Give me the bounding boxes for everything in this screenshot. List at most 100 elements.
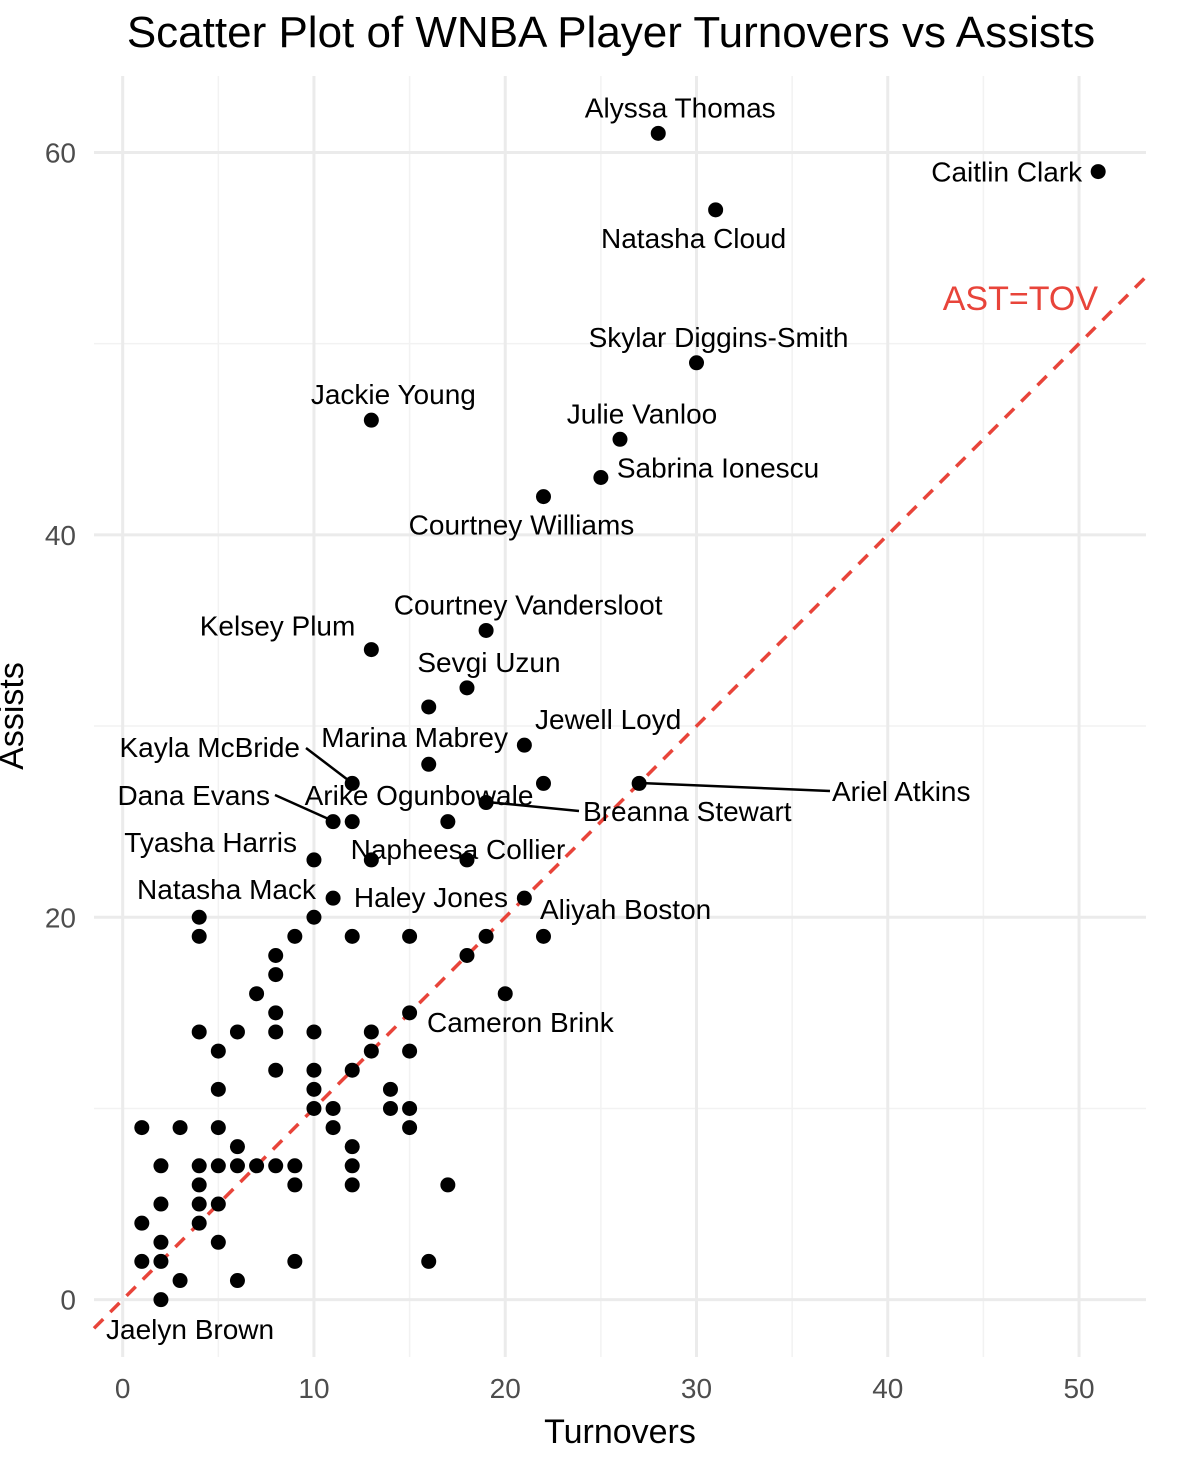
data-point-ariel-atkins [631, 775, 647, 791]
point-label-courtney-williams: Courtney Williams [409, 510, 635, 541]
point-label-sabrina-ionescu: Sabrina Ionescu [617, 453, 819, 484]
data-point-marina-mabrey [421, 756, 437, 772]
x-tick-label: 20 [490, 1373, 521, 1404]
point-label-haley-jones: Haley Jones [354, 882, 508, 913]
data-point [363, 1043, 379, 1059]
leader-lines [274, 747, 831, 823]
data-point [229, 1273, 245, 1289]
data-point [287, 1253, 303, 1269]
data-point [344, 1158, 360, 1174]
data-point-arike-ogunbowale [344, 814, 360, 830]
data-point [344, 928, 360, 944]
data-point-courtney-williams [535, 489, 551, 505]
data-point-dana-evans [325, 814, 341, 830]
data-point [402, 1120, 418, 1136]
grid-minor [94, 76, 1146, 1357]
data-point [191, 1196, 207, 1212]
data-point [306, 1081, 322, 1097]
data-point [191, 1024, 207, 1040]
data-point [287, 1177, 303, 1193]
data-point [344, 1139, 360, 1155]
data-point [210, 1234, 226, 1250]
x-tick-label: 50 [1063, 1373, 1094, 1404]
point-label-jackie-young: Jackie Young [311, 379, 476, 410]
reference-line-label: AST=TOV [943, 280, 1099, 318]
data-point [172, 1120, 188, 1136]
data-point-jaelyn-brown [153, 1292, 169, 1308]
data-point [268, 1024, 284, 1040]
data-point [229, 1158, 245, 1174]
point-label-sevgi-uzun: Sevgi Uzun [417, 647, 560, 678]
data-point [229, 1024, 245, 1040]
point-label-jaelyn-brown: Jaelyn Brown [106, 1314, 274, 1345]
reference-line [92, 275, 1148, 1330]
data-point-cameron-brink [402, 1005, 418, 1021]
data-point-alyssa-thomas [650, 125, 666, 141]
leader-line-kayla-mcbride [305, 747, 353, 784]
data-point [382, 1100, 398, 1116]
data-point [210, 1081, 226, 1097]
data-point-caitlin-clark [1090, 164, 1106, 180]
data-point [382, 1081, 398, 1097]
data-point [440, 1177, 456, 1193]
data-point [268, 1158, 284, 1174]
point-label-marina-mabrey: Marina Mabrey [321, 722, 508, 753]
grid-major [94, 76, 1146, 1357]
point-label-aliyah-boston: Aliyah Boston [540, 894, 711, 925]
point-label-natasha-mack: Natasha Mack [137, 874, 317, 905]
point-label-kayla-mcbride: Kayla McBride [119, 732, 300, 763]
point-labels: Alyssa Thomas Caitlin Clark Natasha Cloud S… [106, 92, 1083, 1345]
data-point [440, 814, 456, 830]
data-point [344, 1062, 360, 1078]
data-point [268, 1005, 284, 1021]
data-point [229, 1139, 245, 1155]
chart-title: Scatter Plot of WNBA Player Turnovers vs… [127, 8, 1095, 57]
x-tick-label: 40 [872, 1373, 903, 1404]
data-point [459, 947, 475, 963]
x-axis-title: Turnovers [544, 1413, 696, 1451]
data-point-natasha-cloud [708, 202, 724, 218]
data-point [325, 1120, 341, 1136]
point-label-napheesa-collier: Napheesa Collier [351, 834, 566, 865]
data-point [268, 967, 284, 983]
data-point-kelsey-plum [363, 642, 379, 658]
point-label-natasha-cloud: Natasha Cloud [601, 223, 786, 254]
data-point [191, 1215, 207, 1231]
data-point [535, 775, 551, 791]
data-point [249, 986, 265, 1002]
data-point-haley-jones [516, 890, 532, 906]
data-point [210, 1158, 226, 1174]
data-point [249, 1158, 265, 1174]
data-point [421, 1253, 437, 1269]
point-label-kelsey-plum: Kelsey Plum [200, 611, 356, 642]
y-axis-title: Assists [0, 662, 31, 770]
data-point-jewell-loyd [516, 737, 532, 753]
point-label-alyssa-thomas: Alyssa Thomas [585, 92, 776, 123]
data-point-napheesa-collier [459, 852, 475, 868]
data-point [134, 1120, 150, 1136]
point-label-cameron-brink: Cameron Brink [427, 1007, 615, 1038]
data-point-aliyah-boston [535, 928, 551, 944]
y-tick-label: 40 [45, 520, 76, 551]
point-label-jewell-loyd: Jewell Loyd [535, 704, 681, 735]
data-point [268, 1062, 284, 1078]
data-point-tyasha-harris [306, 852, 322, 868]
data-point [210, 1120, 226, 1136]
y-tick-label: 0 [60, 1285, 76, 1316]
data-point [287, 1158, 303, 1174]
data-point [478, 928, 494, 944]
point-label-julie-vanloo: Julie Vanloo [567, 398, 717, 429]
data-point [191, 909, 207, 925]
data-point [306, 1024, 322, 1040]
leader-line-dana-evans [274, 793, 334, 823]
data-point [325, 1100, 341, 1116]
data-point [134, 1215, 150, 1231]
data-point [402, 1100, 418, 1116]
data-point [402, 1043, 418, 1059]
data-point [191, 1158, 207, 1174]
data-point [153, 1253, 169, 1269]
point-label-caitlin-clark: Caitlin Clark [931, 157, 1083, 188]
data-point [191, 1177, 207, 1193]
data-point [421, 699, 437, 715]
